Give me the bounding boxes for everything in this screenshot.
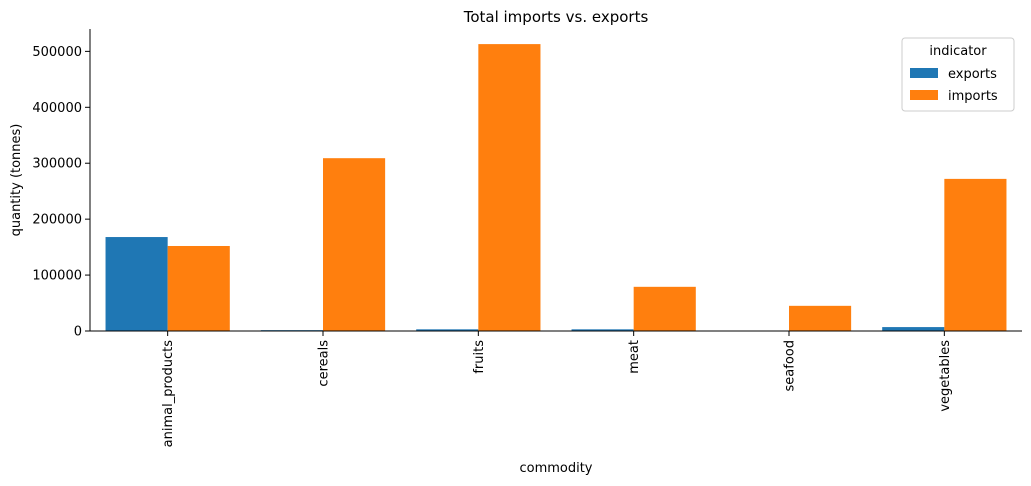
y-tick-label: 200000: [32, 213, 82, 228]
bar-imports-meat: [633, 286, 696, 331]
x-tick-label: animal_products: [161, 340, 176, 448]
bar-exports-meat: [571, 329, 634, 331]
x-tick-label: vegetables: [938, 340, 953, 412]
bar-exports-vegetables: [882, 327, 945, 331]
x-tick-label: meat: [627, 340, 642, 374]
y-axis-label: quantity (tonnes): [9, 124, 24, 237]
legend-swatch-imports: [910, 90, 938, 100]
x-tick-label: fruits: [472, 340, 487, 374]
legend-label-imports: imports: [948, 89, 998, 104]
bar-imports-cereals: [323, 158, 386, 331]
y-tick-label: 500000: [32, 45, 82, 60]
legend-items: exports imports: [910, 67, 998, 104]
y-tick-label: 100000: [32, 269, 82, 284]
x-tick-label: seafood: [783, 340, 798, 391]
x-tick-label: cereals: [317, 340, 332, 387]
bar-exports-animal_products: [105, 237, 168, 331]
x-axis-ticks: animal_products cereals fruits meat seafood v…: [161, 331, 953, 447]
y-tick-label: 400000: [32, 101, 82, 116]
bar-imports-seafood: [789, 305, 852, 331]
chart-title: Total imports vs. exports: [463, 8, 649, 26]
y-tick-label: 300000: [32, 157, 82, 172]
legend-swatch-exports: [910, 68, 938, 78]
y-tick-label: 0: [74, 325, 82, 340]
bar-imports-fruits: [478, 44, 541, 331]
bar-imports-animal_products: [167, 245, 230, 331]
plot-area: [105, 44, 1007, 331]
legend-label-exports: exports: [948, 67, 997, 82]
y-axis-ticks: 0 100000 200000 300000 400000 500000: [32, 45, 90, 340]
legend-title: indicator: [929, 44, 987, 59]
bar-exports-fruits: [416, 329, 479, 331]
legend: indicator exports imports: [901, 37, 1015, 112]
bar-imports-vegetables: [944, 178, 1007, 331]
x-axis-label: commodity: [519, 461, 592, 476]
